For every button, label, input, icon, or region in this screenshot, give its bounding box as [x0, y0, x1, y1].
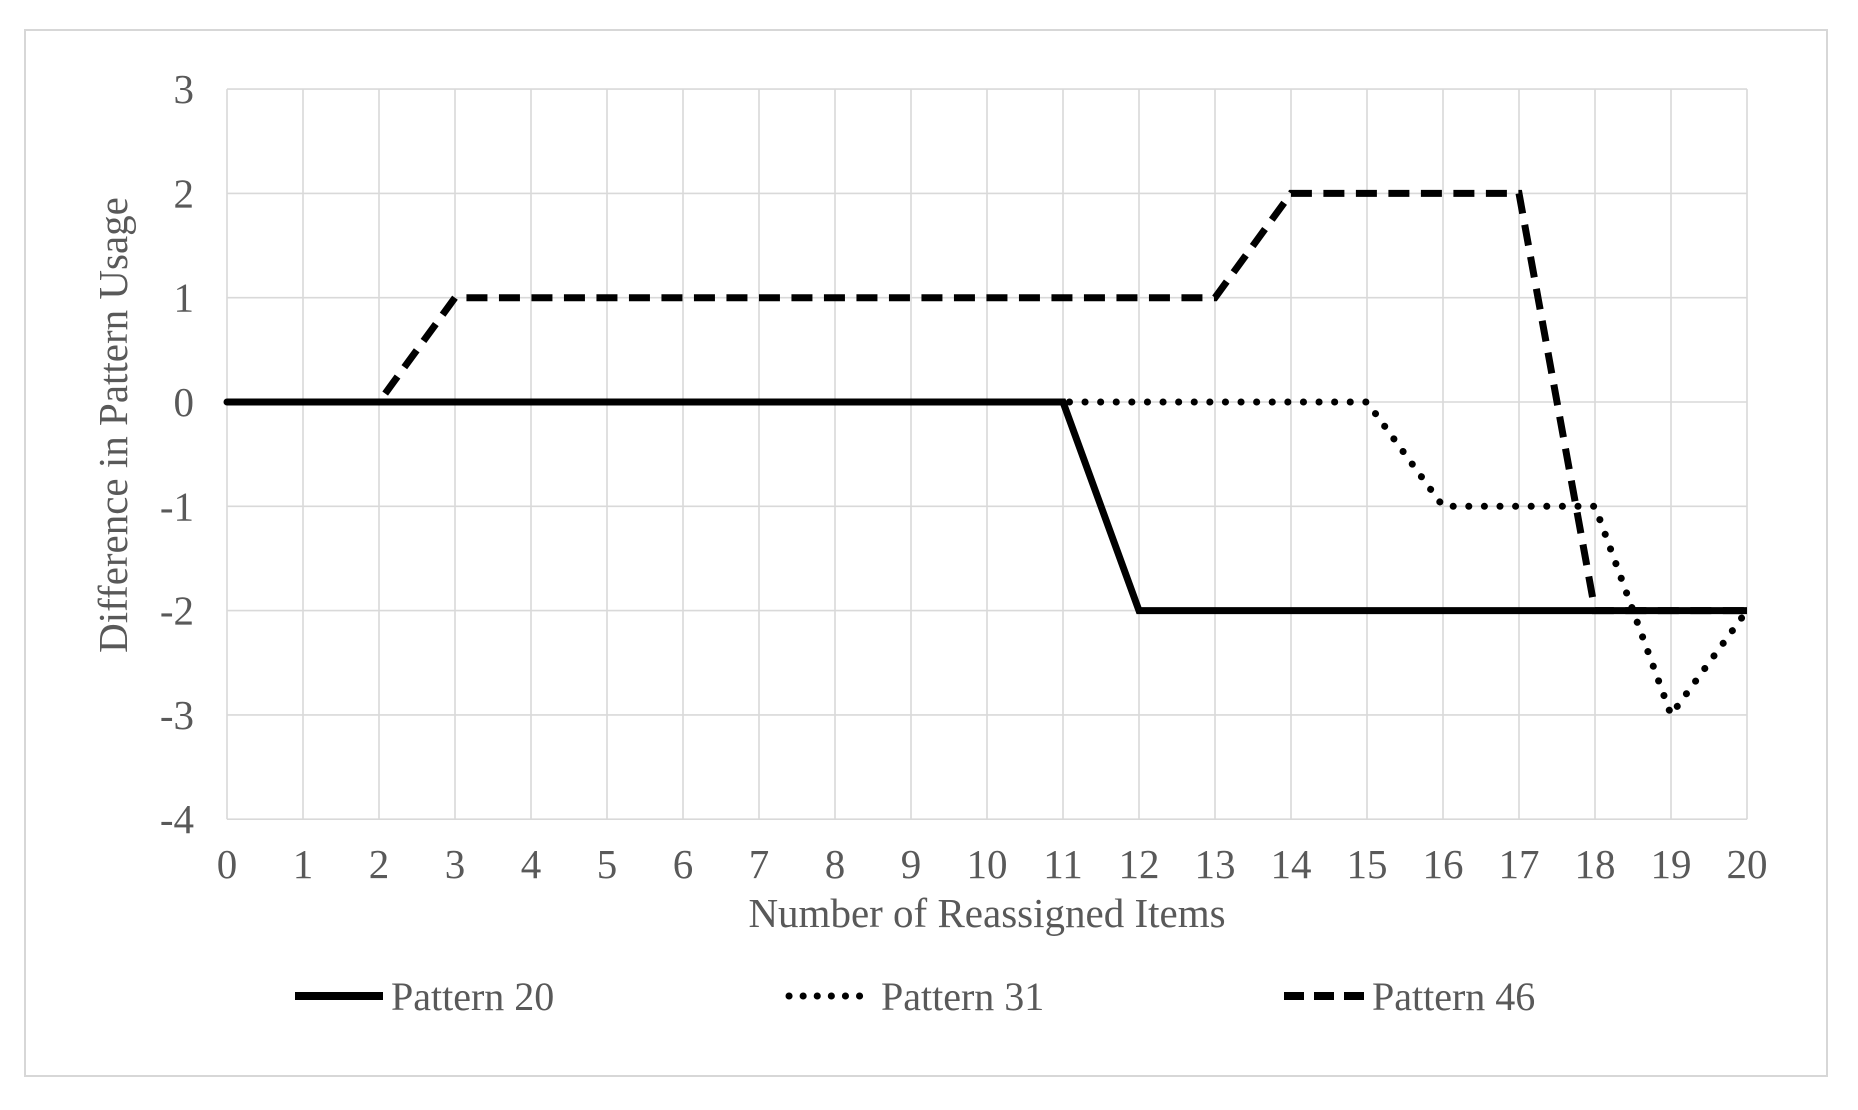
x-tick-label: 2 [369, 841, 390, 887]
y-tick-label: 1 [174, 275, 195, 321]
y-tick-label: 2 [174, 170, 195, 216]
y-axis-title: Difference in Pattern Usage [90, 197, 136, 653]
series-lines [223, 189, 1751, 723]
x-tick-label: 4 [521, 841, 542, 887]
x-tick-label: 3 [445, 841, 466, 887]
x-tick-label: 12 [1119, 841, 1160, 887]
chart-border [24, 29, 1828, 1077]
legend-item-pattern-46: Pattern 46 [1284, 974, 1535, 1019]
x-tick-label: 15 [1347, 841, 1388, 887]
x-tick-label: 16 [1423, 841, 1464, 887]
y-tick-label: -1 [160, 483, 194, 529]
x-tick-label: 1 [293, 841, 314, 887]
x-tick-label: 7 [749, 841, 770, 887]
series-line-pattern-46 [227, 189, 1747, 615]
series-line-pattern-20 [227, 398, 1747, 615]
legend-label: Pattern 31 [881, 974, 1044, 1019]
x-tick-label: 20 [1727, 841, 1768, 887]
x-tick-label: 0 [217, 841, 238, 887]
y-tick-label: -2 [160, 588, 194, 634]
legend-item-pattern-31: Pattern 31 [785, 974, 1044, 1019]
legend: Pattern 20 Pattern 31 Pattern 46 [295, 974, 1535, 1019]
x-tick-label: 11 [1043, 841, 1082, 887]
y-tick-label: -4 [160, 796, 194, 842]
x-tick-label: 13 [1195, 841, 1236, 887]
x-axis-tick-labels: 0 1 2 3 4 5 6 7 8 9 10 11 12 13 14 15 16 17 18 19 20 [217, 841, 1768, 887]
x-tick-label: 5 [597, 841, 618, 887]
legend-label: Pattern 46 [1372, 974, 1535, 1019]
legend-label: Pattern 20 [391, 974, 554, 1019]
x-tick-label: 6 [673, 841, 694, 887]
legend-item-pattern-20: Pattern 20 [295, 974, 554, 1019]
y-tick-label: 0 [174, 379, 195, 425]
x-tick-label: 14 [1271, 841, 1312, 887]
x-tick-label: 17 [1499, 841, 1540, 887]
y-axis-tick-labels: 3 2 1 0 -1 -2 -3 -4 [160, 66, 194, 842]
y-tick-label: 3 [174, 66, 195, 112]
x-tick-label: 8 [825, 841, 846, 887]
x-axis-title: Number of Reassigned Items [748, 890, 1225, 936]
x-tick-label: 10 [967, 841, 1008, 887]
x-tick-label: 19 [1651, 841, 1692, 887]
x-tick-label: 18 [1575, 841, 1616, 887]
x-tick-label: 9 [901, 841, 922, 887]
y-tick-label: -3 [160, 692, 194, 738]
